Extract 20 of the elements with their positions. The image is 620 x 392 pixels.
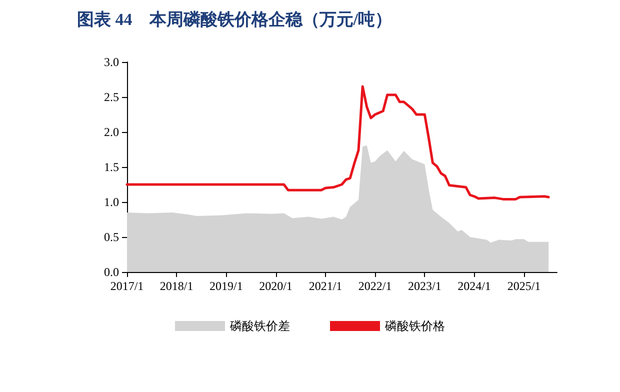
x-tick-label: 2025/1	[507, 279, 541, 293]
x-tick-label: 2017/1	[110, 279, 144, 293]
chart-title: 图表 44 本周磷酸铁价格企稳（万元/吨）	[77, 10, 392, 29]
y-tick-label: 2.5	[104, 90, 119, 104]
legend-label: 磷酸铁价差	[229, 319, 290, 333]
x-tick-label: 2020/1	[259, 279, 292, 293]
x-tick-label: 2018/1	[160, 279, 194, 293]
x-tick-label: 2021/1	[308, 279, 342, 293]
y-tick-label: 0.0	[104, 265, 119, 279]
x-tick-label: 2019/1	[210, 279, 243, 293]
y-tick-label: 0.5	[104, 230, 119, 244]
x-tick-label: 2023/1	[408, 279, 442, 293]
y-tick-label: 1.5	[104, 160, 119, 174]
legend-label: 磷酸铁价格	[384, 319, 445, 333]
y-tick-label: 2.0	[104, 125, 119, 139]
y-tick-label: 1.0	[104, 195, 119, 209]
y-tick-label: 3.0	[104, 55, 119, 69]
x-tick-label: 2022/1	[358, 279, 392, 293]
x-tick-label: 2024/1	[458, 279, 491, 293]
line-series	[126, 85, 550, 200]
